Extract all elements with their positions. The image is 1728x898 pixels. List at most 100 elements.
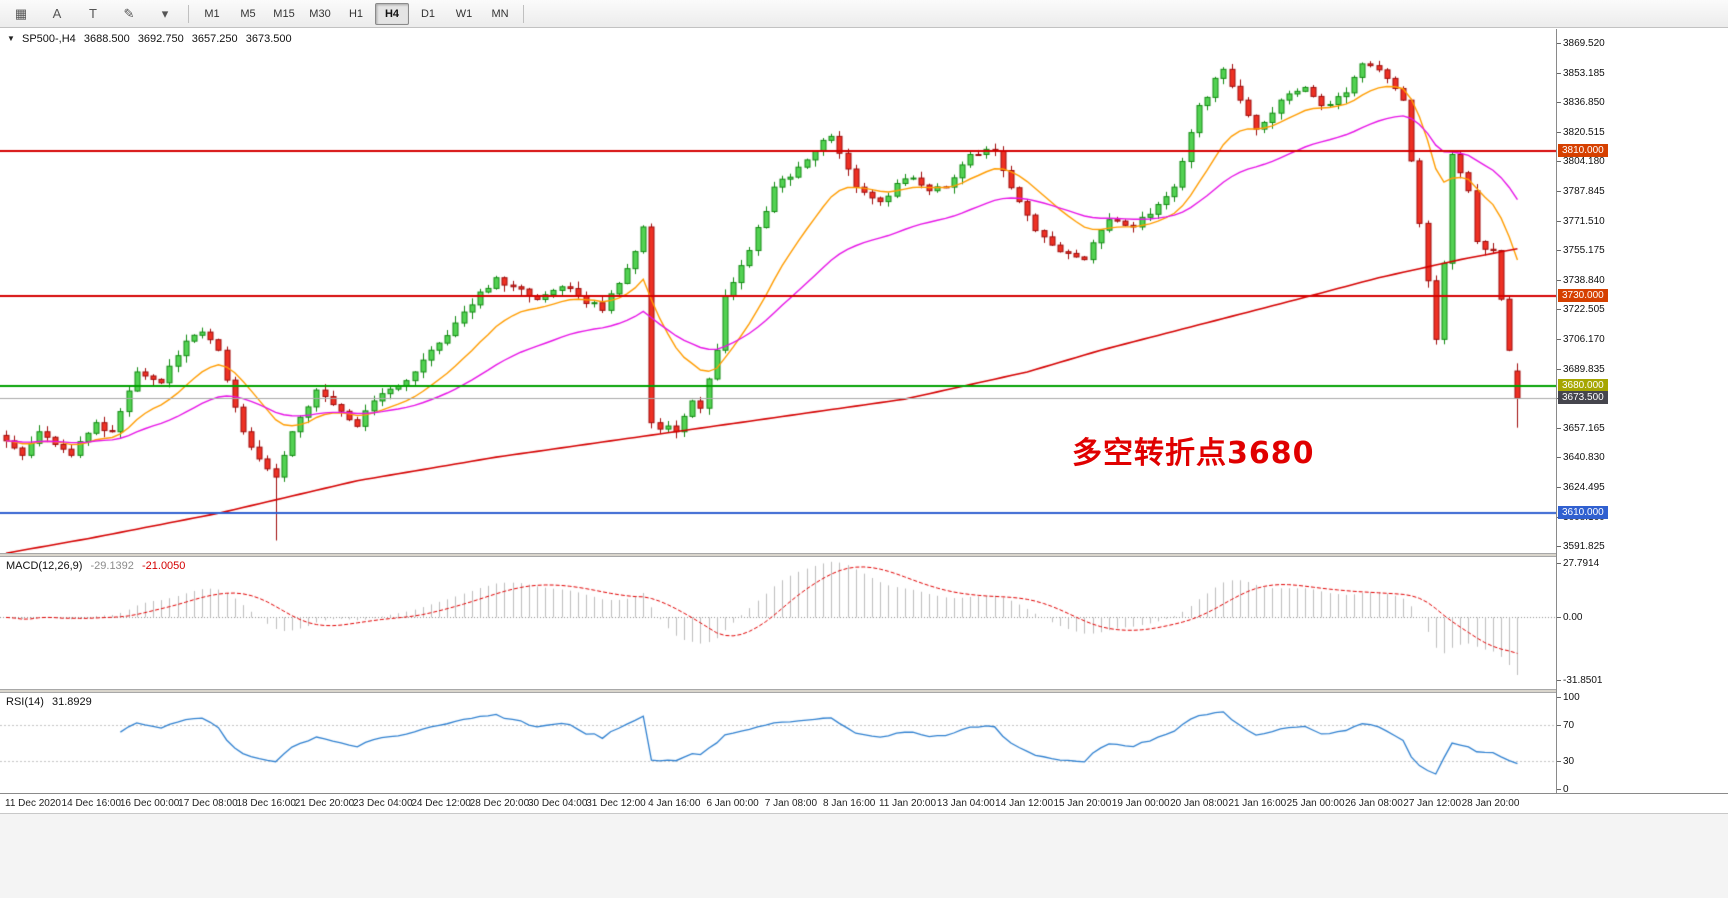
- timeframe-h1-button[interactable]: H1: [348, 7, 364, 20]
- timeframe-m5-button[interactable]: M5: [240, 7, 256, 20]
- macd-axis-label: 0.00: [1563, 612, 1583, 624]
- axis-tick: [1557, 788, 1561, 790]
- axis-tick: [1557, 102, 1561, 104]
- timeframe-m1-button[interactable]: M1: [204, 7, 220, 20]
- time-axis-label: 25 Jan 00:00: [1286, 798, 1345, 809]
- rsi-axis-label: 100: [1563, 692, 1580, 704]
- rsi-title: RSI(14): [6, 696, 44, 708]
- time-axis-label: 19 Jan 00:00: [1111, 798, 1170, 809]
- ohlc-close: 3673.500: [245, 33, 292, 45]
- macd-canvas[interactable]: [0, 557, 1556, 689]
- time-axis-label: 11 Jan 20:00: [878, 798, 937, 809]
- time-axis-label: 21 Jan 16:00: [1228, 798, 1287, 809]
- time-axis[interactable]: 11 Dec 2020 14 Dec 16:00 16 Dec 00:00 17 De…: [0, 793, 1728, 813]
- time-axis-label: 13 Jan 04:00: [936, 798, 995, 809]
- macd-signal-value: -21.0050: [141, 560, 186, 572]
- collapse-triangle-icon[interactable]: ▼: [7, 34, 15, 43]
- timeframe-mn-button[interactable]: MN: [491, 7, 509, 20]
- timeframe-h4-button[interactable]: H4: [375, 2, 409, 25]
- price-axis-label: 3836.850: [1563, 97, 1605, 109]
- price-axis-label: 3820.515: [1563, 126, 1605, 138]
- price-axis-label: 3869.520: [1563, 38, 1605, 49]
- pane-separator[interactable]: [0, 553, 1728, 557]
- timeframe-d1-button[interactable]: D1: [420, 7, 436, 20]
- pane-separator[interactable]: [0, 689, 1728, 693]
- toolbar-separator: [188, 4, 189, 23]
- price-level-badge: 3673.500: [1558, 391, 1608, 405]
- axis-tick: [1557, 43, 1561, 44]
- price-level-badge: 3730.000: [1558, 288, 1608, 302]
- axis-tick: [1557, 427, 1561, 429]
- macd-header: MACD(12,26,9) -29.1392 -21.0050: [6, 560, 190, 572]
- axis-tick: [1557, 339, 1561, 341]
- time-axis-label: 26 Jan 08:00: [1344, 798, 1403, 809]
- dropdown-caret-icon[interactable]: ▾: [161, 5, 169, 21]
- axis-tick: [1557, 617, 1561, 619]
- axis-tick: [1557, 250, 1561, 252]
- axis-tick: [1557, 191, 1561, 193]
- axis-tick: [1557, 220, 1561, 222]
- price-axis-label: 3722.505: [1563, 304, 1605, 316]
- timeframe-w1-button[interactable]: W1: [455, 7, 473, 20]
- axis-tick: [1557, 279, 1561, 281]
- time-axis-label: 4 Jan 16:00: [648, 798, 701, 809]
- axis-tick: [1557, 309, 1561, 311]
- rsi-canvas[interactable]: [0, 693, 1556, 793]
- timeframe-m15-button[interactable]: M15: [273, 7, 295, 20]
- time-axis-label: 28 Jan 20:00: [1461, 798, 1520, 809]
- price-axis-label: 3853.185: [1563, 67, 1605, 79]
- time-axis-label: 30 Dec 04:00: [527, 798, 588, 809]
- chart-grid-icon[interactable]: ▦: [14, 5, 28, 21]
- price-axis-label: 3771.510: [1563, 215, 1605, 227]
- toolbar: ▦ A T ✎ ▾ M1 M5 M15 M30 H1 H4 D1 W1 MN: [0, 0, 1728, 28]
- axis-tick: [1557, 546, 1561, 548]
- time-axis-label: 21 Dec 20:00: [294, 798, 355, 809]
- toolbar-icons: ▦ A T ✎ ▾: [3, 3, 183, 25]
- price-axis-label: 3738.840: [1563, 274, 1605, 286]
- cursor-icon[interactable]: A: [52, 6, 62, 21]
- time-axis-label: 7 Jan 08:00: [764, 798, 818, 809]
- price-axis-label: 3787.845: [1563, 186, 1605, 198]
- axis-tick: [1557, 562, 1561, 564]
- axis-tick: [1557, 487, 1561, 489]
- price-level-badge: 3810.000: [1558, 143, 1608, 157]
- ohlc-open: 3688.500: [83, 33, 130, 45]
- price-axis-label: 3706.170: [1563, 334, 1605, 346]
- chart-annotation: 多空转折点3680: [1072, 436, 1315, 471]
- main-chart-canvas[interactable]: [0, 30, 1556, 553]
- axis-tick: [1557, 679, 1561, 681]
- time-axis-label: 14 Dec 16:00: [61, 798, 122, 809]
- toolbar-timeframes: M1 M5 M15 M30 H1 H4 D1 W1 MN: [194, 2, 518, 25]
- ohlc-high: 3692.750: [137, 33, 184, 45]
- symbol-period-label: SP500-,H4: [21, 33, 76, 45]
- price-level-badge: 3610.000: [1558, 506, 1608, 520]
- axis-tick: [1557, 724, 1561, 726]
- time-axis-label: 20 Jan 08:00: [1170, 798, 1228, 809]
- macd-axis-label: -31.8501: [1563, 674, 1603, 686]
- price-axis[interactable]: 3869.520 3853.185 3836.850 3820.515 3804.180…: [1557, 29, 1728, 795]
- axis-tick: [1557, 131, 1561, 133]
- axis-tick: [1557, 457, 1561, 459]
- price-axis-label: 3689.835: [1563, 363, 1605, 375]
- price-axis-label: 3624.495: [1563, 482, 1605, 494]
- time-axis-label: 24 Dec 12:00: [411, 798, 471, 809]
- price-axis-label: 3804.180: [1563, 156, 1605, 168]
- text-tool-icon[interactable]: T: [89, 6, 97, 21]
- macd-title: MACD(12,26,9): [6, 560, 83, 572]
- time-axis-label: 28 Dec 20:00: [469, 798, 530, 809]
- price-level-badge: 3680.000: [1558, 379, 1608, 393]
- rsi-value: 31.8929: [51, 696, 92, 708]
- time-axis-label: 16 Dec 00:00: [119, 798, 180, 809]
- rsi-header: RSI(14) 31.8929: [6, 696, 97, 708]
- axis-tick: [1557, 761, 1561, 763]
- rsi-axis-label: 30: [1563, 756, 1575, 768]
- chart-header: ▼ SP500-,H4 3688.500 3692.750 3657.250 3…: [7, 33, 297, 45]
- draw-tools-icon[interactable]: ✎: [123, 5, 135, 21]
- price-axis-border: [1556, 29, 1557, 793]
- axis-tick: [1557, 72, 1561, 74]
- bottom-filler: [0, 813, 1728, 898]
- timeframe-m30-button[interactable]: M30: [309, 7, 331, 20]
- time-axis-label: 18 Dec 16:00: [236, 798, 296, 809]
- axis-tick: [1557, 368, 1561, 370]
- time-axis-label: 8 Jan 16:00: [823, 798, 876, 809]
